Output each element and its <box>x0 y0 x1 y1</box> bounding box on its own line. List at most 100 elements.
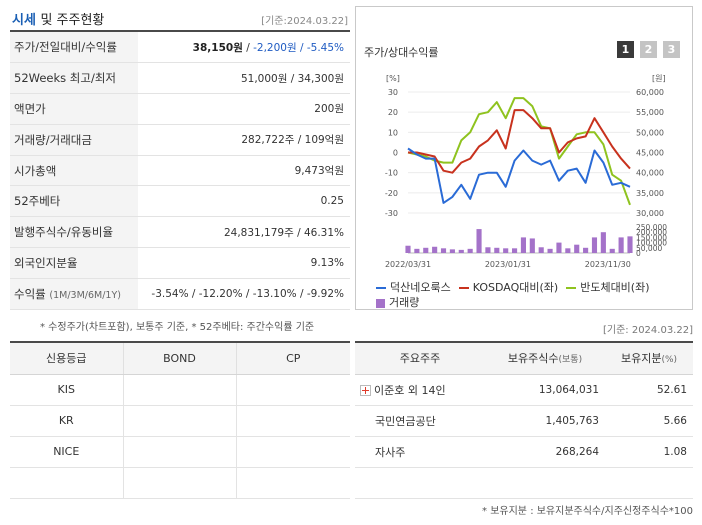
row-label: 외국인지분율 <box>10 247 138 279</box>
row-value: 51,000원 / 34,300원 <box>138 62 350 95</box>
section-title: 시세 및 주주현황 <box>12 9 104 28</box>
holder-name: 자사주 <box>355 436 485 468</box>
volume-bar <box>583 247 589 253</box>
volume-axis-tick: 250,000 <box>636 223 667 232</box>
legend-label: 덕산네오룩스 <box>390 281 451 294</box>
legend-label: 거래량 <box>389 296 420 309</box>
x-axis-tick: 2022/03/31 <box>385 260 431 269</box>
chart-tab-3[interactable]: 3 <box>663 41 680 58</box>
table-row <box>10 467 350 499</box>
cp-rating <box>236 374 350 406</box>
row-label: 52주베타 <box>10 185 138 218</box>
volume-bar <box>600 232 606 253</box>
summary-footnote: * 수정주가(차트포함), 보통주 기준, * 52주베타: 주간수익률 기준 <box>40 322 315 333</box>
left-axis-tick: 20 <box>388 108 398 117</box>
row-label: 시가총액 <box>10 155 138 187</box>
legend-item-kosdaq: KOSDAQ대비(좌) <box>458 281 558 294</box>
table-row: 주가/전일대비/수익률 38,150원 / -2,200원 / -5.45% <box>10 32 350 64</box>
column-header: 보유지분(%) <box>605 341 693 375</box>
volume-bar <box>494 247 500 253</box>
table-row: 52Weeks 최고/최저 51,000원 / 34,300원 <box>10 62 350 95</box>
rating-agency <box>10 467 124 499</box>
volume-bar <box>565 248 571 253</box>
section-title-accent: 시세 <box>12 13 36 28</box>
row-label: 52Weeks 최고/최저 <box>10 62 138 95</box>
table-row: 액면가 200원 <box>10 93 350 125</box>
expand-plus-icon[interactable] <box>360 385 371 396</box>
legend-item-semis: 반도체대비(좌) <box>566 281 650 294</box>
section-title-rest: 및 주주현황 <box>40 13 105 28</box>
table-row <box>355 467 693 499</box>
right-axis-tick: 60,000 <box>636 88 664 97</box>
company-price-line <box>407 147 631 204</box>
volume-bar <box>423 247 429 253</box>
credit-rating-table: 신용등급 BOND CP KIS KR NICE <box>10 341 350 499</box>
volume-axis-tick: 0 <box>636 249 641 258</box>
right-axis-tick: 50,000 <box>636 128 664 137</box>
table-row: 거래량/거래대금 282,722주 / 109억원 <box>10 124 350 156</box>
holder-name <box>355 467 485 499</box>
row-value: 0.25 <box>138 185 350 218</box>
row-value-price: 38,150원 / -2,200원 / -5.45% <box>138 32 350 64</box>
volume-bar <box>476 229 482 253</box>
table-row: 국민연금공단 1,405,763 5.66 <box>355 405 693 437</box>
row-value: 282,722주 / 109억원 <box>138 124 350 156</box>
volume-axis-tick: 50,000 <box>636 244 662 253</box>
legend-swatch <box>376 298 385 308</box>
right-axis-tick: 40,000 <box>636 169 664 178</box>
chart-title: 주가/상대수익률 <box>364 46 439 59</box>
table-header-row: 신용등급 BOND CP <box>10 341 350 375</box>
volume-bar <box>432 246 438 253</box>
volume-bar <box>609 248 615 253</box>
rating-agency: NICE <box>10 436 124 468</box>
holder-pct <box>605 467 693 499</box>
rating-agency: KIS <box>10 374 124 406</box>
legend-item-volume: 거래량 <box>376 296 419 309</box>
right-axis-unit: [원] <box>652 74 666 83</box>
table-row: 수익률 (1M/3M/6M/1Y) -3.54% / -12.20% / -13… <box>10 278 350 310</box>
table-row: 발행주식수/유동비율 24,831,179주 / 46.31% <box>10 216 350 249</box>
left-axis-tick: 30 <box>388 88 398 97</box>
semis-relative-line <box>407 97 631 206</box>
holder-shares <box>485 467 605 499</box>
left-axis-tick: -10 <box>385 169 398 178</box>
price-chart: [%] [원] 30 20 10 0 -10 -20 -30 60,000 55,000 50,000… <box>385 74 667 269</box>
left-axis-tick: -20 <box>385 189 398 198</box>
chart-tab-1[interactable]: 1 <box>617 41 634 58</box>
holder-pct: 5.66 <box>605 405 693 437</box>
volume-bar <box>520 237 527 253</box>
row-label: 주가/전일대비/수익률 <box>10 32 138 64</box>
chart-tab-2[interactable]: 2 <box>640 41 657 58</box>
right-axis-tick: 55,000 <box>636 108 664 117</box>
row-label: 발행주식수/유동비율 <box>10 216 138 249</box>
volume-bar <box>414 248 420 253</box>
chart-legend: 덕산네오룩스 KOSDAQ대비(좌) 반도체대비(좌) 거래량 <box>376 280 658 310</box>
row-label-main: 수익률 <box>14 286 46 301</box>
column-header-sub: (보통) <box>558 355 583 366</box>
volume-bar <box>405 245 411 253</box>
volume-bar <box>449 249 455 253</box>
bond-rating <box>123 374 237 406</box>
legend-label: 반도체대비(좌) <box>580 281 650 294</box>
x-axis-tick: 2023/11/30 <box>585 260 631 269</box>
volume-axis-tick: 200,000 <box>636 228 667 237</box>
shareholders-panel: 주요주주 보유주식수(보통) 보유지분(%) 이준호 외 14인 13,064,… <box>355 341 693 499</box>
column-header: 주요주주 <box>355 341 485 375</box>
volume-bar <box>467 248 473 253</box>
holder-pct: 1.08 <box>605 436 693 468</box>
legend-swatch <box>458 287 469 289</box>
table-header-row: 주요주주 보유주식수(보통) 보유지분(%) <box>355 341 693 375</box>
price-summary-panel: 시세 및 주주현황 [기준:2024.03.22] 주가/전일대비/수익률 38… <box>10 6 350 310</box>
row-label: 액면가 <box>10 93 138 125</box>
holder-shares: 268,264 <box>485 436 605 468</box>
table-row: KIS <box>10 374 350 406</box>
bond-rating <box>123 436 237 468</box>
volume-bar <box>503 248 509 253</box>
holders-date: [기준: 2024.03.22] <box>602 325 693 336</box>
volume-bar <box>547 248 553 253</box>
holder-name: 국민연금공단 <box>355 405 485 437</box>
legend-swatch <box>376 287 386 289</box>
column-header-sub: (%) <box>661 355 678 366</box>
x-axis-tick: 2023/01/31 <box>485 260 531 269</box>
